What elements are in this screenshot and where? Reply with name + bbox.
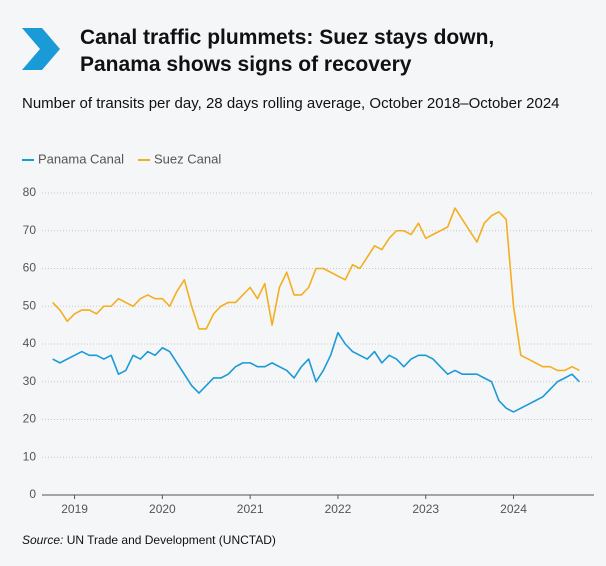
x-tick-label: 2023	[412, 502, 439, 516]
y-tick-label: 50	[23, 298, 37, 312]
legend-label: Suez Canal	[154, 151, 221, 166]
y-tick-label: 70	[23, 223, 37, 237]
y-tick-label: 30	[23, 374, 37, 388]
chart-title: Canal traffic plummets: Suez stays down,…	[80, 26, 495, 76]
logo-chevron	[22, 28, 60, 70]
y-tick-label: 10	[23, 449, 37, 463]
y-tick-label: 60	[23, 261, 37, 275]
x-tick-label: 2022	[325, 502, 352, 516]
source-label: Source:	[22, 533, 63, 547]
x-tick-label: 2019	[61, 502, 88, 516]
series-line	[52, 207, 580, 372]
y-tick-label: 80	[23, 185, 37, 199]
chart-subtitle: Number of transits per day, 28 days roll…	[22, 95, 560, 112]
y-tick-label: 40	[23, 336, 37, 350]
source-text: UN Trade and Development (UNCTAD)	[67, 533, 276, 547]
y-tick-label: 20	[23, 412, 37, 426]
y-tick-label: 0	[29, 487, 36, 501]
legend-label: Panama Canal	[38, 151, 124, 166]
x-tick-label: 2020	[149, 502, 176, 516]
source-note: Source: UN Trade and Development (UNCTAD…	[22, 533, 276, 547]
series-line	[52, 331, 580, 413]
x-tick-label: 2021	[237, 502, 264, 516]
x-tick-label: 2024	[500, 502, 527, 516]
